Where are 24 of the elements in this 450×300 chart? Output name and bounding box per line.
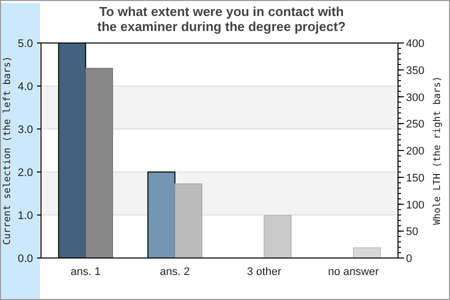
- bar: [352, 247, 381, 258]
- y2-tick-label: 200: [406, 146, 424, 158]
- y2-tick-label: 0: [406, 253, 412, 265]
- y-tick-label: 3.0: [18, 124, 33, 136]
- y-tick-label: 0.0: [18, 253, 33, 265]
- y-tick-label: 1.0: [18, 210, 33, 222]
- y2-tick-label: 300: [406, 92, 424, 104]
- y2-tick-label: 350: [406, 64, 424, 77]
- y-axis-title: Current selection (the left bars): [2, 56, 13, 245]
- y-tick-label: 2.0: [18, 167, 33, 179]
- x-tick-label: no answer: [328, 266, 380, 278]
- y-tick-label: 5.0: [18, 38, 33, 50]
- x-tick-label: 3 other: [247, 266, 282, 278]
- y2-axis-title: Whole LTH (the right bars): [432, 76, 443, 225]
- y2-tick-label: 50: [406, 226, 418, 238]
- y2-tick-label: 100: [406, 199, 424, 212]
- y2-tick-label: 400: [406, 38, 424, 50]
- y2-tick-label: 250: [406, 118, 424, 131]
- y2-tick-label: 150: [406, 172, 424, 184]
- x-tick-label: ans. 2: [160, 266, 190, 278]
- x-tick-label: ans. 1: [70, 266, 101, 278]
- y-tick-label: 4.0: [18, 81, 33, 93]
- chart-title: To what extent were you in contact with the examiner during the degree project?: [97, 4, 346, 34]
- bar: [264, 215, 292, 258]
